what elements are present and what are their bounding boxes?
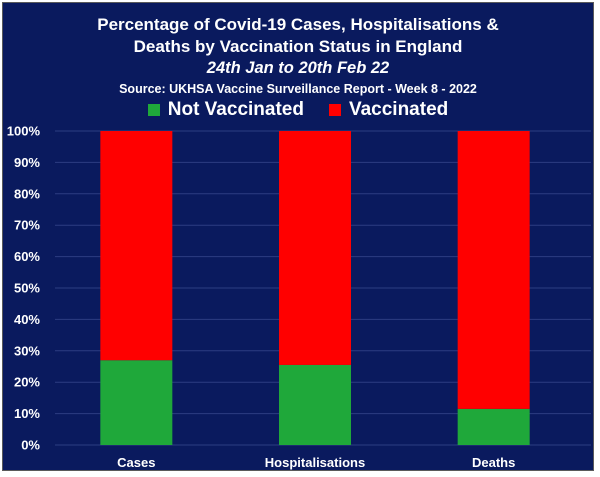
- chart-frame: Percentage of Covid-19 Cases, Hospitalis…: [2, 2, 594, 471]
- legend-label-not-vaccinated: Not Vaccinated: [167, 99, 304, 120]
- y-tick-label: 40%: [14, 312, 40, 327]
- legend-swatch-not-vaccinated: [147, 104, 160, 116]
- bar-vaccinated: [100, 131, 173, 361]
- chart-date-range: 24th Jan to 20th Feb 22: [206, 59, 390, 77]
- bar-vaccinated: [279, 131, 351, 365]
- x-tick-label: Hospitalisations: [265, 455, 365, 470]
- y-tick-label: 90%: [14, 155, 40, 170]
- legend-label-vaccinated: Vaccinated: [348, 99, 449, 120]
- chart-plot-area: 0% 10% 20% 30% 40% 50% 60% 70% 80% 90% 100% Cases Ho…: [7, 124, 591, 470]
- chart-legend: Not Vaccinated Vaccinated: [3, 97, 593, 123]
- y-tick-label: 10%: [14, 406, 40, 421]
- chart-title-line-1: Percentage of Covid-19 Cases, Hospitalis…: [97, 15, 499, 34]
- y-tick-label: 70%: [14, 218, 40, 233]
- y-tick-label: 50%: [14, 281, 40, 296]
- legend-swatch-vaccinated: [328, 104, 341, 116]
- bar-not-vaccinated: [457, 408, 530, 445]
- y-tick-label: 30%: [14, 343, 40, 358]
- y-tick-label: 60%: [14, 249, 40, 264]
- bar-not-vaccinated: [279, 364, 351, 445]
- x-tick-label: Deaths: [472, 455, 515, 470]
- bar-not-vaccinated: [100, 360, 173, 445]
- chart-title-line-2: Deaths by Vaccination Status in England: [133, 37, 463, 56]
- chart-source: Source: UKHSA Vaccine Surveillance Repor…: [119, 82, 477, 96]
- legend-item-not-vaccinated: Not Vaccinated: [147, 99, 304, 121]
- y-tick-label: 80%: [14, 186, 40, 201]
- legend-item-vaccinated: Vaccinated: [328, 99, 449, 121]
- y-tick-label: 20%: [14, 375, 40, 390]
- x-tick-label: Cases: [117, 455, 155, 470]
- bar-vaccinated: [457, 131, 530, 409]
- y-tick-label: 100%: [7, 124, 41, 139]
- y-tick-label: 0%: [21, 438, 40, 453]
